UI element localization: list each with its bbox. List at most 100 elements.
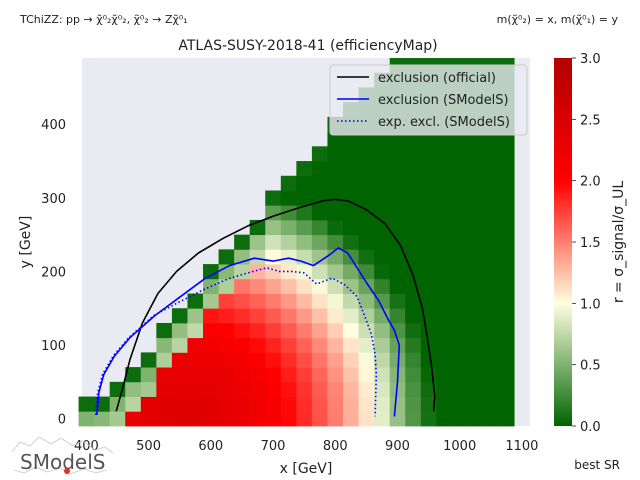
heatmap-cell <box>483 190 499 206</box>
heatmap-cell <box>187 352 204 368</box>
heatmap-cell <box>249 234 266 250</box>
legend: exclusion (official) exclusion (SModelS)… <box>329 64 528 136</box>
heatmap-cell <box>374 381 391 397</box>
heatmap-cell <box>343 205 359 221</box>
heatmap-cell <box>327 367 344 383</box>
heatmap-cell <box>405 278 422 294</box>
heatmap-cell <box>234 352 251 368</box>
chart-title: ATLAS-SUSY-2018-41 (efficiencyMap) <box>178 38 437 54</box>
heatmap-cell <box>343 278 359 294</box>
heatmap-cell <box>374 175 391 191</box>
heatmap-cell <box>280 381 297 397</box>
heatmap-cell <box>420 175 437 191</box>
heatmap-cell <box>156 396 173 412</box>
heatmap-cell <box>218 396 235 412</box>
heatmap-cell <box>125 396 142 412</box>
heatmap-cell <box>436 322 453 339</box>
heatmap-cell <box>436 293 453 309</box>
heatmap-cell <box>311 411 328 427</box>
heatmap-cell <box>436 249 453 265</box>
heatmap-cell <box>218 411 235 427</box>
heatmap-cell <box>296 322 313 339</box>
heatmap-cell <box>280 234 297 250</box>
heatmap-cell <box>420 411 437 427</box>
heatmap-cell <box>311 219 328 236</box>
y-axis-label: y [GeV] <box>18 216 34 269</box>
heatmap-cell <box>405 146 422 162</box>
heatmap-cell <box>296 175 313 191</box>
best-sr-label: best SR <box>574 458 620 472</box>
heatmap-cell <box>358 411 375 427</box>
heatmap-cell <box>498 293 515 309</box>
heatmap-cell <box>451 219 468 236</box>
heatmap-cell <box>467 146 484 162</box>
heatmap-cell <box>389 396 406 412</box>
heatmap-cell <box>389 293 406 309</box>
heatmap-cell <box>140 352 157 368</box>
heatmap-cell <box>218 278 235 294</box>
heatmap-cell <box>389 278 406 294</box>
heatmap-cell <box>125 411 142 427</box>
heatmap-cell <box>265 322 282 339</box>
heatmap-cell <box>311 293 328 309</box>
heatmap-cell <box>265 190 282 206</box>
heatmap-cell <box>187 381 204 397</box>
heatmap-cell <box>280 396 297 412</box>
heatmap-cell <box>420 367 437 383</box>
heatmap-cell <box>420 190 437 206</box>
heatmap-cell <box>467 264 484 280</box>
heatmap-cell <box>405 161 422 177</box>
heatmap-cell <box>234 411 251 427</box>
heatmap-cell <box>405 205 422 221</box>
heatmap-cell <box>451 293 468 309</box>
heatmap-cell <box>389 322 406 339</box>
heatmap-cell <box>109 411 126 427</box>
heatmap-cell <box>389 308 406 324</box>
heatmap-cell <box>327 175 344 191</box>
y-tick-label: 200 <box>41 265 66 280</box>
x-axis-label: x [GeV] <box>280 461 333 477</box>
heatmap-cell <box>358 293 375 309</box>
heatmap-cell <box>156 352 173 368</box>
heatmap-cell <box>218 322 235 339</box>
heatmap-cell <box>451 249 468 265</box>
heatmap-cell <box>280 278 297 294</box>
heatmap-cell <box>311 381 328 397</box>
heatmap-cell <box>374 234 391 250</box>
heatmap-cell <box>483 352 499 368</box>
x-tick-label: 1100 <box>505 439 538 454</box>
x-tick-label: 600 <box>198 439 223 454</box>
heatmap-cell <box>203 264 219 280</box>
heatmap-cell <box>296 396 313 412</box>
heatmap-cell <box>467 381 484 397</box>
heatmap-cell <box>451 175 468 191</box>
heatmap-cell <box>358 175 375 191</box>
heatmap-cell <box>358 381 375 397</box>
heatmap-cell <box>451 352 468 368</box>
heatmap-cell <box>249 367 266 383</box>
x-tick-label: 700 <box>261 439 286 454</box>
heatmap-cell <box>374 190 391 206</box>
heatmap-cell <box>327 322 344 339</box>
heatmap-cell <box>467 322 484 339</box>
heatmap-cell <box>498 175 515 191</box>
heatmap-cell <box>234 264 251 280</box>
heatmap-cell <box>343 308 359 324</box>
heatmap-cell <box>451 308 468 324</box>
heatmap-cell <box>343 234 359 250</box>
heatmap-cell <box>203 293 219 309</box>
heatmap-cell <box>156 322 173 339</box>
heatmap-cell <box>436 264 453 280</box>
heatmap-cell <box>343 396 359 412</box>
heatmap-cell <box>203 337 219 353</box>
heatmap-cell <box>171 337 188 353</box>
heatmap-cell <box>311 190 328 206</box>
curve-exclusion-official <box>115 198 436 412</box>
colorbar-tick-label: 2.0 <box>580 175 601 190</box>
heatmap-cell <box>280 411 297 427</box>
heatmap-cell <box>420 234 437 250</box>
curve-exclusion-smodels <box>96 247 401 417</box>
heatmap-cell <box>343 381 359 397</box>
heatmap-cell <box>483 161 499 177</box>
heatmap-cell <box>171 396 188 412</box>
